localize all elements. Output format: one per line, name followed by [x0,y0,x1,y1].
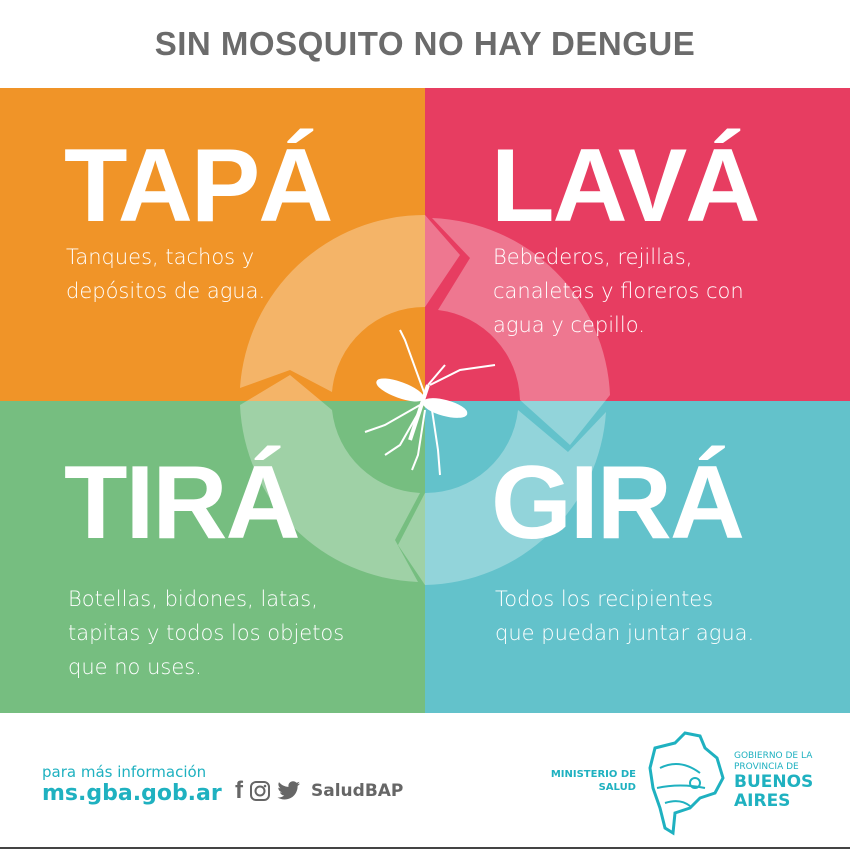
quadrant-description: Todos los recipientes que puedan juntar … [495,582,754,650]
quadrant-tapa: TAPÁ Tanques, tachos y depósitos de agua… [0,88,425,401]
quadrant-word: LAVÁ [491,128,760,244]
facebook-icon[interactable]: f [235,777,243,804]
social-links: f SaludBAP [235,777,403,805]
desc-line: Botellas, bidones, latas, [68,587,318,611]
quadrant-description: Botellas, bidones, latas, tapitas y todo… [68,582,344,684]
twitter-icon[interactable] [277,781,301,801]
instagram-icon[interactable] [249,780,271,802]
desc-line: canaletas y floreros con [493,279,744,303]
social-handle[interactable]: SaludBAP [311,781,404,801]
quadrant-description: Bebederos, rejillas, canaletas y florero… [493,240,744,342]
ministry-line: SALUD [598,782,636,793]
desc-line: Tanques, tachos y [66,245,255,269]
page-title: SIN MOSQUITO NO HAY DENGUE [154,25,696,62]
quadrant-word: TAPÁ [64,128,333,244]
gov-line: GOBIERNO DE LA [734,751,813,761]
desc-line: depósitos de agua. [66,279,266,303]
footer: para más información ms.gba.gob.ar f Sal… [0,713,850,849]
government-logo-text: GOBIERNO DE LA PROVINCIA DE BUENOS AIRES [734,751,813,811]
desc-line: que puedan juntar agua. [495,621,755,645]
desc-line: Bebederos, rejillas, [493,245,693,269]
gov-line: AIRES [734,791,791,811]
province-map-logo [648,731,725,836]
quadrant-lava: LAVÁ Bebederos, rejillas, canaletas y fl… [425,88,850,401]
desc-line: que no uses. [68,655,202,679]
quadrant-description: Tanques, tachos y depósitos de agua. [66,240,265,308]
ministry-line: MINISTERIO DE [550,769,636,780]
gov-line: BUENOS [734,772,814,792]
desc-line: agua y cepillo. [493,313,645,337]
desc-line: tapitas y todos los objetos [68,621,345,645]
gov-line: PROVINCIA DE [734,762,799,772]
quadrant-word: GIRÁ [491,445,745,561]
ministry-label: MINISTERIO DE SALUD [548,768,636,794]
quadrant-gira: GIRÁ Todos los recipientes que puedan ju… [425,401,850,714]
quadrant-word: TIRÁ [64,445,301,561]
quadrant-tira: TIRÁ Botellas, bidones, latas, tapitas y… [0,401,425,714]
info-label: para más información [42,763,207,781]
desc-line: Todos los recipientes [495,587,714,611]
website-link[interactable]: ms.gba.gob.ar [42,781,222,806]
